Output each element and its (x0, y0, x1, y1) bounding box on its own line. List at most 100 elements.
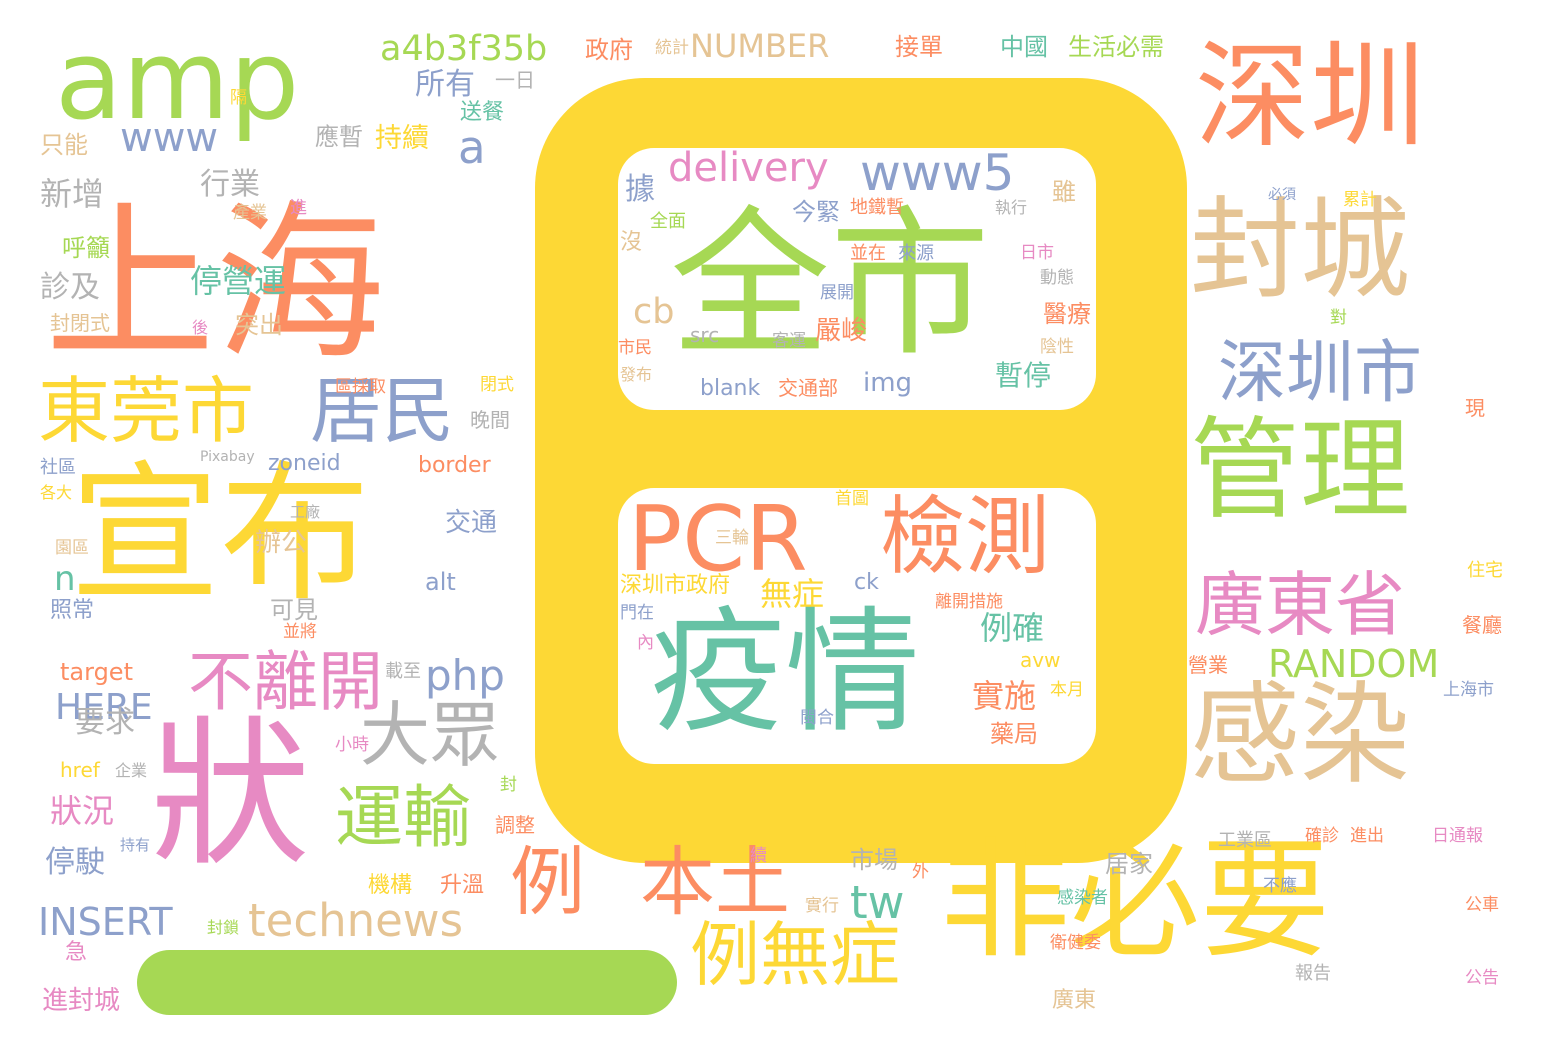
cloud-word: 嚴峻 (815, 316, 868, 346)
cloud-word: avw (1020, 648, 1061, 672)
cloud-word: 狀 (150, 701, 311, 888)
cloud-word: 確診 (1305, 826, 1339, 846)
cloud-word: 居民 (310, 369, 455, 453)
cloud-word: 市場 (850, 846, 898, 874)
cloud-word: 上海市 (1443, 680, 1494, 700)
cloud-word: 運輸 (335, 779, 472, 858)
cloud-word: 據 (625, 172, 655, 207)
cloud-word: 接單 (895, 33, 943, 61)
cloud-word: 社區 (40, 457, 76, 478)
cloud-word: 無症 (760, 575, 825, 613)
cloud-word: 本月 (1050, 680, 1084, 700)
cloud-word: 本土 (640, 838, 791, 926)
cloud-word: 統計 (655, 38, 689, 58)
cloud-word: PCR (628, 487, 808, 592)
cloud-word: 並在 (850, 243, 886, 264)
cloud-word: 新增 (40, 175, 105, 213)
cloud-word: 暫停 (995, 359, 1052, 392)
cloud-word: 交通 (445, 508, 498, 538)
cloud-word: 不離開 (188, 645, 384, 720)
cloud-word: 全面 (650, 211, 686, 232)
cloud-word: HERE (55, 687, 153, 728)
cloud-word: 大眾 (360, 694, 500, 776)
bottom-window-cutout (618, 488, 1096, 764)
cloud-word: 小時 (335, 735, 369, 755)
cloud-word: 持有 (120, 836, 151, 854)
cloud-word: 對 (1330, 308, 1347, 328)
cloud-word: 照常 (50, 598, 95, 623)
cloud-word: zoneid (268, 451, 341, 476)
cloud-word: 持續 (375, 123, 429, 154)
cloud-word: NUMBER (690, 27, 830, 65)
cloud-word: 東莞市 (38, 369, 255, 453)
cloud-word: 報告 (1295, 963, 1331, 984)
top-window-cutout (618, 148, 1096, 410)
cloud-word: 沒 (620, 230, 643, 255)
cloud-word: img (863, 368, 913, 398)
cloud-word: 非必要 (940, 824, 1331, 976)
cloud-word: 所有 (415, 67, 475, 102)
cloud-word: 首圖 (835, 489, 869, 509)
cloud-word: 日通報 (1432, 826, 1483, 846)
cloud-word: 晚間 (470, 408, 510, 432)
cloud-word: 現 (1465, 396, 1485, 420)
cloud-word: 一日 (495, 68, 535, 92)
cloud-word: 例 (510, 838, 586, 926)
cloud-word: 停營運 (190, 262, 287, 300)
cloud-word: blank (700, 376, 761, 401)
cloud-word: cb (633, 292, 675, 332)
cloud-word: 只能 (40, 131, 88, 159)
cloud-word: 藥局 (990, 720, 1038, 748)
cloud-word: 住宅 (1467, 560, 1503, 581)
cloud-word: a4b3f35b (380, 29, 548, 69)
cloud-word: 企業 (115, 761, 148, 780)
cloud-word: 營業 (1188, 653, 1228, 677)
cloud-word: 來源 (898, 243, 934, 264)
cloud-word: delivery (668, 145, 829, 191)
cloud-word: 要求 (75, 705, 135, 740)
cloud-word: 陰性 (1040, 337, 1074, 357)
cloud-word: 進出 (1350, 826, 1384, 846)
cloud-word: 醫療 (1043, 300, 1091, 328)
cloud-word: 園區 (55, 538, 89, 558)
cloud-word: 感染 (1190, 671, 1410, 799)
cloud-word: www5 (860, 144, 1015, 202)
cloud-word: 內 (637, 633, 654, 653)
cloud-word: 封鎖 (207, 918, 240, 937)
cloud-word: 管理 (1190, 406, 1410, 534)
cloud-word: 深圳市政府 (620, 573, 731, 598)
cloud-word: border (418, 453, 491, 478)
cloud-word: target (60, 658, 133, 686)
cloud-word: www (120, 115, 219, 161)
cloud-word: RANDOM (1268, 642, 1440, 686)
cloud-word: tw (850, 876, 905, 929)
cloud-word: Pixabay (200, 449, 255, 465)
cloud-word: 實行 (805, 896, 839, 916)
cloud-word: 政府 (585, 36, 633, 64)
cloud-word: 行業 (200, 167, 260, 202)
cloud-word: 生活必需 (1068, 33, 1164, 61)
cloud-word: INSERT (38, 900, 173, 944)
cloud-word: ck (854, 570, 879, 595)
cloud-word: 封 (500, 775, 517, 795)
cloud-word: 辦公 (255, 528, 308, 558)
cloud-word: src (690, 323, 720, 347)
cloud-word: 公車 (1465, 895, 1499, 915)
cloud-word: 市民 (618, 338, 652, 358)
cloud-word: 廣東 (1052, 988, 1097, 1013)
cloud-word: 雖 (1052, 178, 1076, 206)
cloud-word: 累計 (1343, 190, 1377, 210)
cloud-word: 客運 (772, 331, 806, 351)
cloud-word: 突出 (235, 311, 283, 339)
cloud-word: 機構 (368, 873, 413, 898)
cloud-word: 地鐵暫 (850, 197, 904, 218)
cloud-word: 動態 (1040, 268, 1074, 288)
cloud-word: 全市 (670, 191, 991, 378)
cloud-word: technews (248, 894, 464, 947)
cloud-word: 工業區 (1218, 830, 1272, 851)
cloud-word: 疫情 (650, 594, 920, 751)
cloud-word: 交通部 (778, 376, 838, 400)
cloud-word: 送餐 (460, 100, 505, 125)
cloud-word: 感染者 (1057, 888, 1108, 908)
cloud-word: 產業 (233, 203, 267, 223)
